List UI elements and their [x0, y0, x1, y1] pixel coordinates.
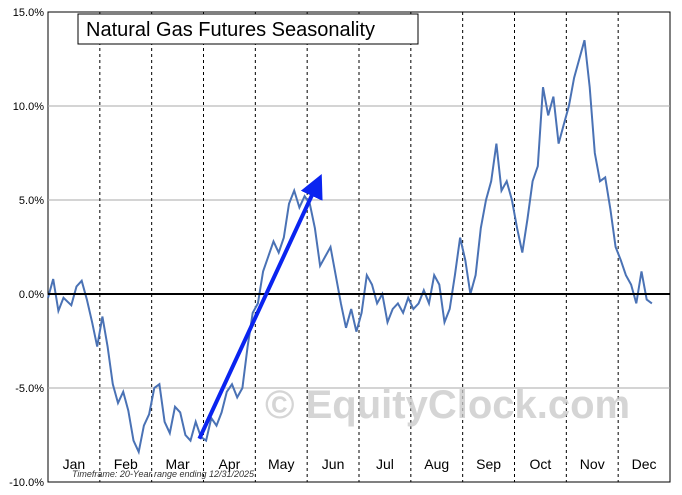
y-axis-tick-labels: 15.0% 10.0% 5.0% 0.0% -5.0% -10.0% — [9, 7, 44, 489]
trend-arrow — [197, 174, 323, 440]
chart-title: Natural Gas Futures Seasonality — [86, 19, 375, 41]
watermark: © EquityClock.com — [265, 383, 630, 427]
y-tick-label: 10.0% — [13, 101, 44, 113]
y-tick-label: 0.0% — [19, 289, 44, 301]
y-tick-label: -5.0% — [15, 383, 44, 395]
seasonality-series-line — [47, 39, 653, 456]
month-label: Sep — [476, 456, 501, 472]
month-label: Jun — [322, 456, 345, 472]
title-box — [77, 13, 419, 45]
x-axis-month-labels: Jan Feb Mar Apr May Jun Jul Aug Sep Oct Nov Dec — [63, 456, 657, 472]
month-label: Jul — [376, 456, 394, 472]
y-tick-label: 5.0% — [19, 195, 44, 207]
month-label: Mar — [166, 456, 190, 472]
timeframe-footnote: Timeframe: 20-Year range ending 12/31/20… — [72, 469, 255, 479]
month-label: May — [268, 456, 294, 472]
month-label: Oct — [530, 456, 552, 472]
y-tick-label: 15.0% — [13, 7, 44, 19]
month-label: Jan — [63, 456, 86, 472]
month-label: Apr — [219, 456, 241, 472]
month-gridlines — [99, 12, 619, 482]
month-label: Feb — [114, 456, 138, 472]
month-label: Nov — [580, 456, 605, 472]
month-label: Dec — [632, 456, 657, 472]
y-tick-label: -10.0% — [9, 477, 44, 489]
month-label: Aug — [424, 456, 449, 472]
